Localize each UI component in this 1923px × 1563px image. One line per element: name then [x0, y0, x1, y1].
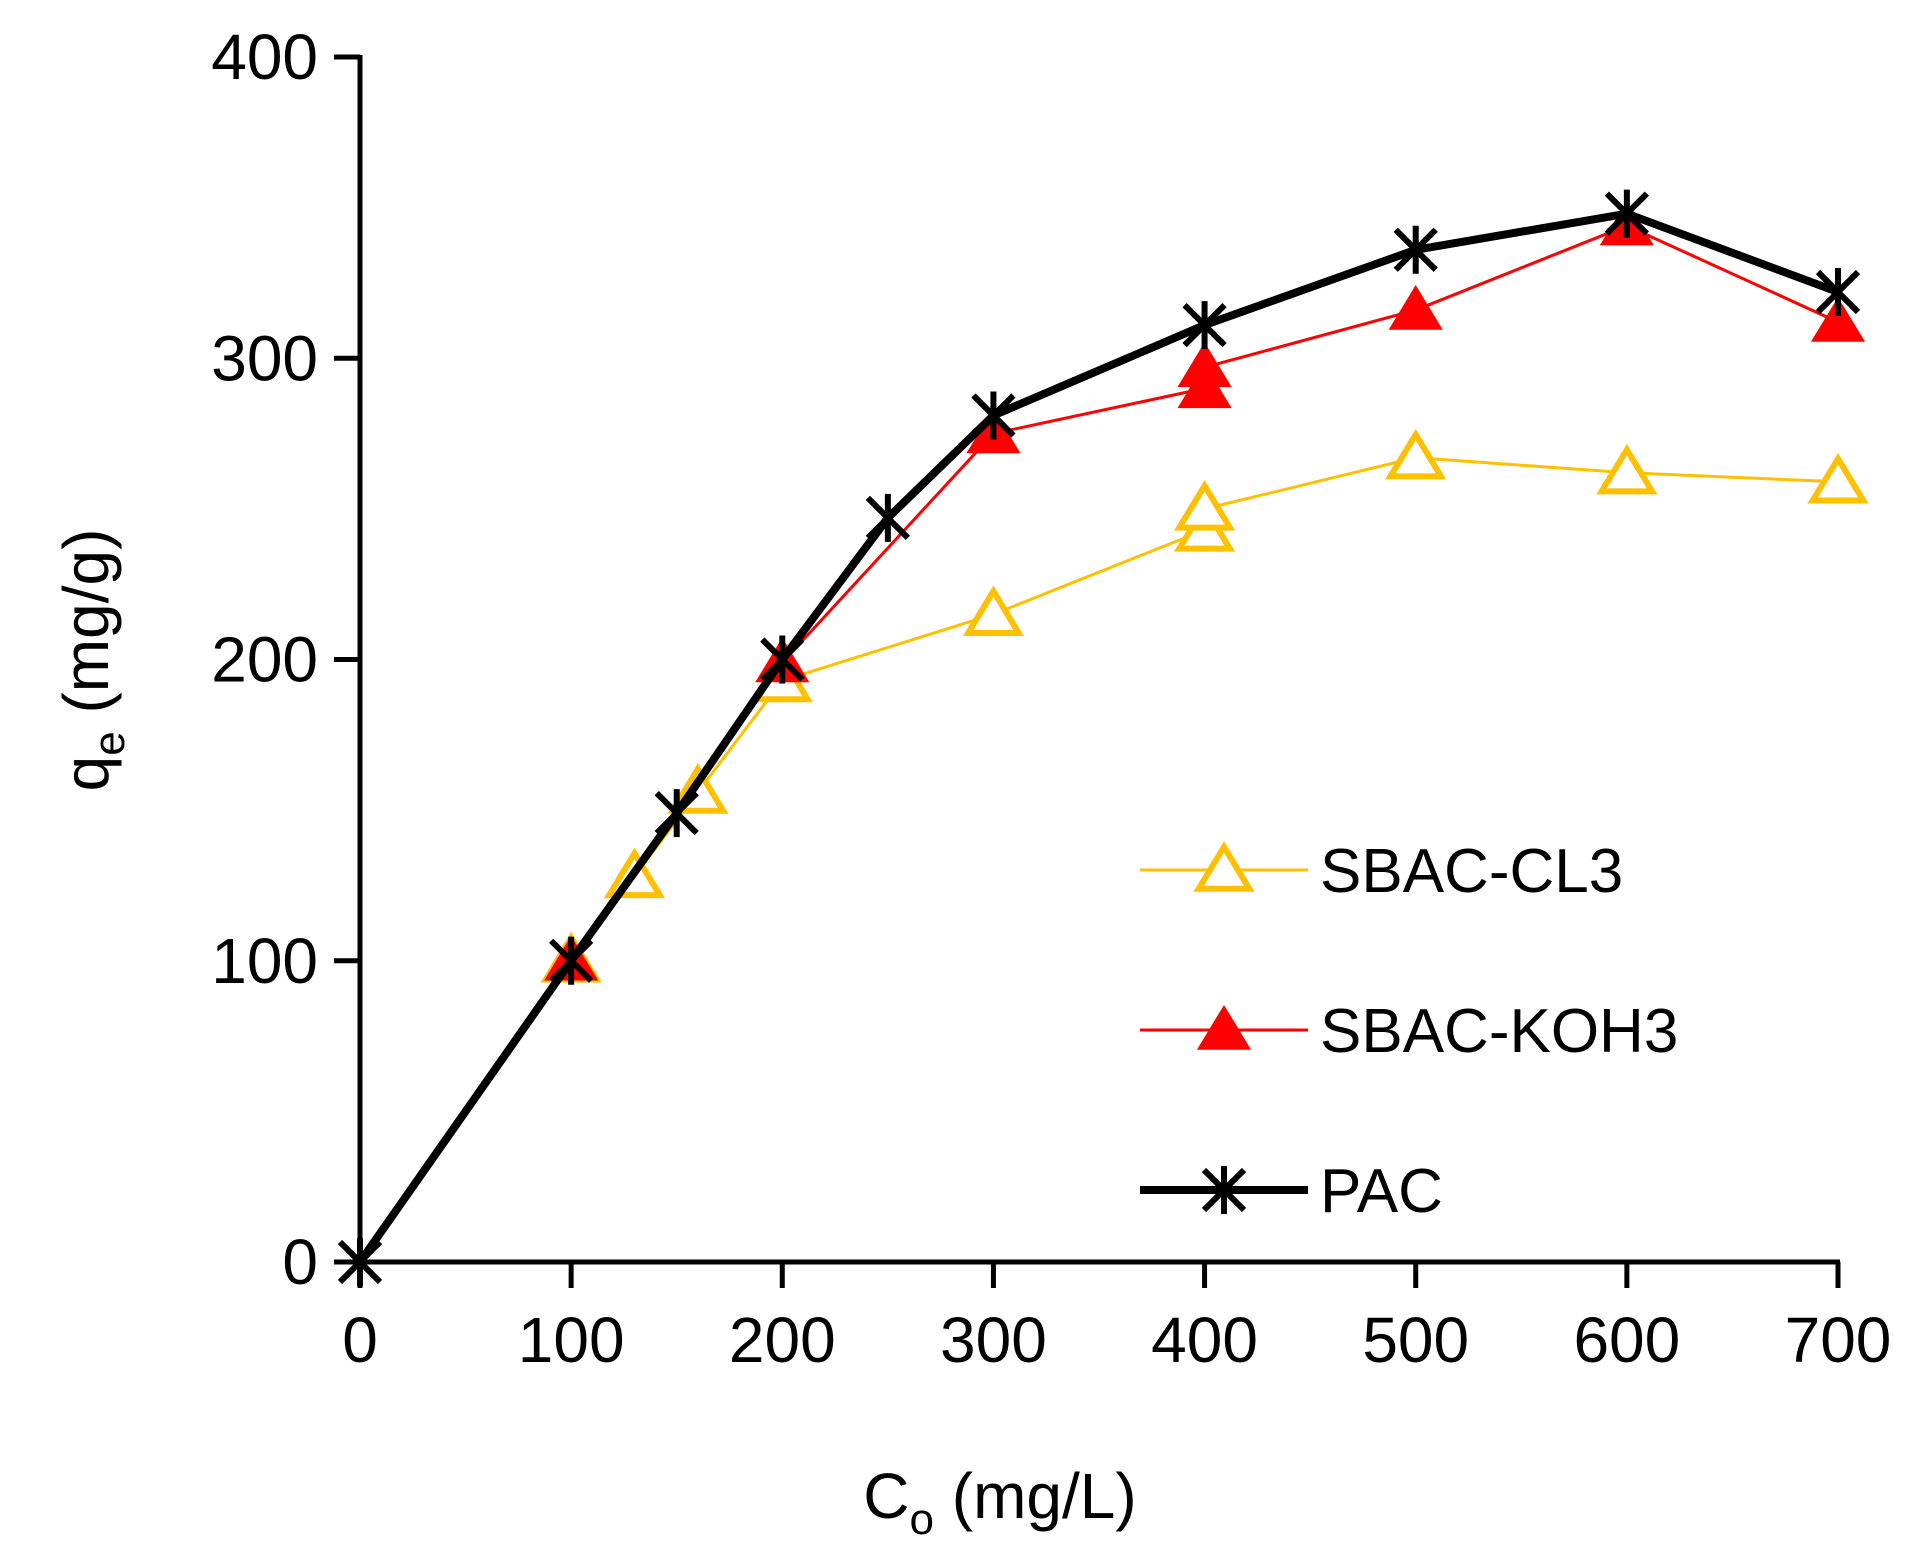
data-point-sbac-koh3	[1810, 297, 1866, 342]
y-tick-label: 300	[211, 322, 318, 394]
data-point-sbac-koh3	[1388, 285, 1443, 330]
legend-item-pac: PAC	[1140, 1157, 1443, 1226]
y-tick-label: 400	[211, 21, 318, 93]
x-tick-label: 100	[518, 1304, 625, 1376]
data-point-pac	[1182, 301, 1227, 350]
data-point-sbac-cl3	[1385, 428, 1447, 480]
x-tick-label: 0	[342, 1304, 378, 1376]
legend-label: SBAC-CL3	[1320, 837, 1623, 906]
series-pac	[337, 189, 1861, 1286]
series	[337, 189, 1869, 1286]
y-tick-label: 100	[211, 925, 318, 997]
x-tick-label: 600	[1573, 1304, 1680, 1376]
data-point-sbac-cl3	[962, 585, 1025, 637]
y-tick-label: 200	[211, 624, 318, 696]
legend-marker	[1201, 1166, 1247, 1214]
legend-marker	[1193, 841, 1255, 892]
legend: SBAC-CL3 SBAC-KOH3 PAC	[1140, 837, 1678, 1226]
series-line-pac	[356, 209, 1840, 1265]
x-tick-label: 400	[1151, 1304, 1258, 1376]
x-tick-label: 500	[1362, 1304, 1469, 1376]
legend-item-sbac-koh3: SBAC-KOH3	[1140, 997, 1678, 1066]
legend-label: SBAC-KOH3	[1320, 997, 1678, 1066]
data-point-sbac-cl3	[1807, 452, 1869, 504]
x-tick-label: 200	[729, 1304, 836, 1376]
axis-titles: Co (mg/L) qe (mg/g)	[50, 529, 1137, 1544]
data-point-pac	[760, 635, 805, 684]
x-tick-label: 700	[1785, 1304, 1892, 1376]
data-point-sbac-cl3	[1596, 443, 1658, 495]
x-axis-title: Co (mg/L)	[863, 1460, 1136, 1544]
data-point-pac	[1815, 267, 1861, 316]
data-point-pac	[865, 493, 910, 542]
y-tick-label: 0	[282, 1226, 318, 1298]
series-sbac-cl3	[540, 428, 1869, 983]
data-point-sbac-koh3	[1177, 342, 1232, 387]
data-point-pac	[654, 789, 699, 838]
data-point-pac	[971, 391, 1016, 440]
legend-label: PAC	[1320, 1157, 1443, 1226]
data-point-pac	[1393, 225, 1438, 274]
data-point-pac	[549, 936, 594, 985]
y-axis-title: qe (mg/g)	[50, 529, 134, 792]
data-point-pac	[337, 1238, 383, 1286]
data-point-sbac-cl3	[1173, 479, 1236, 531]
x-tick-label: 300	[940, 1304, 1047, 1376]
legend-item-sbac-cl3: SBAC-CL3	[1140, 837, 1623, 906]
legend-marker	[1196, 1004, 1252, 1050]
data-point-pac	[1604, 189, 1649, 238]
